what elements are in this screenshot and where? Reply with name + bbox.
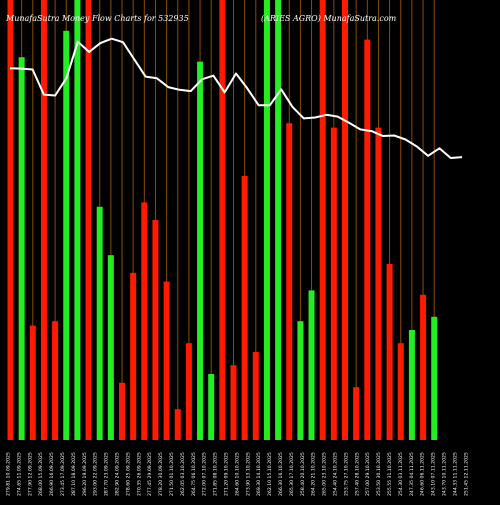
x-tick-labels: 279.81 10.09.2025 274.65 11.09.2025 277.90… bbox=[6, 452, 470, 496]
money-flow-bar bbox=[353, 387, 360, 440]
x-tick-label: 251.45 12.11.2025 bbox=[463, 452, 469, 496]
money-flow-bar bbox=[308, 290, 315, 440]
money-flow-bar bbox=[163, 281, 170, 440]
x-tick-label: 265.30 17.10.2025 bbox=[289, 452, 295, 496]
x-tick-label: 271.20 09.10.2025 bbox=[224, 452, 230, 496]
x-tick-label: 296.20 19.09.2025 bbox=[82, 452, 88, 496]
money-flow-bar bbox=[107, 255, 114, 440]
money-flow-bar bbox=[397, 343, 404, 440]
x-tick-label: 264.60 10.10.2025 bbox=[234, 452, 240, 496]
money-flow-line-group bbox=[9, 37, 463, 159]
money-flow-bar bbox=[275, 0, 282, 440]
money-flow-bar bbox=[152, 220, 159, 440]
x-tick-label: 293.00 22.09.2025 bbox=[93, 452, 99, 496]
money-flow-bar bbox=[375, 127, 382, 440]
money-flow-bar bbox=[230, 365, 237, 440]
x-tick-label: 262.10 15.10.2025 bbox=[267, 452, 273, 496]
money-flow-bar bbox=[18, 57, 25, 440]
money-flow-bar bbox=[96, 206, 103, 440]
money-flow-bar bbox=[219, 0, 226, 440]
x-tick-label: 253.50 30.10.2025 bbox=[376, 452, 382, 496]
money-flow-bar bbox=[252, 352, 259, 440]
money-flow-line bbox=[9, 37, 463, 159]
x-tick-label: 257.40 28.10.2025 bbox=[354, 452, 360, 496]
money-flow-bar bbox=[197, 61, 204, 440]
chart-title-right: (ARIES AGRO) MunafaSutra.com bbox=[261, 14, 397, 23]
x-tick-label: 247.35 04.11.2025 bbox=[409, 452, 415, 496]
money-flow-bar bbox=[286, 123, 293, 440]
x-tick-label: 264.20 21.10.2025 bbox=[311, 452, 317, 496]
x-tick-label: 277.45 29.09.2025 bbox=[147, 452, 153, 496]
x-tick-label: 271.50 01.10.2025 bbox=[169, 452, 175, 496]
money-flow-bar bbox=[330, 127, 337, 440]
money-flow-bar bbox=[420, 294, 427, 440]
x-tick-label: 282.90 24.09.2025 bbox=[115, 452, 121, 496]
x-tick-label: 279.81 10.09.2025 bbox=[6, 452, 12, 496]
bars bbox=[7, 0, 438, 441]
x-tick-label: 277.90 12.09.2025 bbox=[27, 452, 33, 496]
money-flow-bar bbox=[63, 30, 70, 441]
money-flow-bar bbox=[174, 409, 181, 440]
money-flow-bar bbox=[208, 374, 215, 440]
x-tick-label: 287.10 18.09.2025 bbox=[71, 452, 77, 496]
x-tick-label: 273.90 13.10.2025 bbox=[245, 452, 251, 496]
money-flow-bar bbox=[342, 0, 348, 440]
x-tick-label: 287.70 23.09.2025 bbox=[104, 452, 110, 496]
x-tick-label: 272.00 07.10.2025 bbox=[202, 452, 208, 496]
money-flow-bar bbox=[7, 0, 14, 440]
x-tick-label: 268.00 15.09.2025 bbox=[38, 452, 44, 496]
x-tick-label: 246.60 06.11.2025 bbox=[420, 452, 426, 496]
money-flow-bar bbox=[319, 0, 326, 440]
money-flow-bar bbox=[241, 176, 248, 440]
money-flow-bar bbox=[74, 0, 81, 440]
x-tick-label: 255.55 31.10.2025 bbox=[387, 452, 393, 496]
money-flow-bar bbox=[52, 321, 59, 440]
money-flow-bar bbox=[386, 264, 393, 440]
money-flow-bar bbox=[408, 330, 415, 440]
money-flow-bar bbox=[141, 202, 148, 440]
x-tick-label: 264.75 06.10.2025 bbox=[191, 452, 197, 496]
x-tick-label: 258.40 20.10.2025 bbox=[300, 452, 306, 496]
x-tick-label: 243.70 10.11.2025 bbox=[442, 452, 448, 496]
x-tick-label: 278.60 25.09.2025 bbox=[125, 452, 131, 496]
x-tick-label: 273.45 17.09.2025 bbox=[60, 452, 66, 496]
money-flow-bar bbox=[431, 316, 438, 440]
x-tick-label: 253.75 27.10.2025 bbox=[343, 452, 349, 496]
x-tick-label: 262.05 03.10.2025 bbox=[180, 452, 186, 496]
chart-title-left: MunafaSutra Money Flow Charts for 532935 bbox=[5, 14, 189, 23]
x-tick-label: 254.40 24.10.2025 bbox=[333, 452, 339, 496]
money-flow-bar bbox=[29, 325, 36, 440]
money-flow-bar bbox=[40, 0, 47, 440]
x-tick-label: 265.00 23.10.2025 bbox=[322, 452, 328, 496]
x-tick-label: 270.35 26.09.2025 bbox=[136, 452, 142, 496]
money-flow-bar bbox=[297, 321, 304, 440]
x-tick-label: 244.33 11.11.2025 bbox=[452, 452, 458, 496]
x-tick-label: 243.10 07.11.2025 bbox=[431, 452, 437, 496]
x-tick-label: 269.30 14.10.2025 bbox=[256, 452, 262, 496]
x-tick-label: 271.85 08.10.2025 bbox=[213, 452, 219, 496]
money-flow-bar bbox=[85, 0, 92, 440]
money-flow-bar bbox=[263, 0, 270, 440]
x-tick-label: 266.90 16.09.2025 bbox=[49, 452, 55, 496]
x-tick-label: 254.30 03.11.2025 bbox=[398, 452, 404, 496]
x-tick-label: 274.65 11.09.2025 bbox=[16, 452, 22, 496]
money-flow-bar bbox=[119, 382, 125, 440]
x-tick-label: 278.20 30.09.2025 bbox=[158, 452, 164, 496]
money-flow-bar bbox=[364, 39, 371, 440]
x-tick-label: 257.00 29.10.2025 bbox=[365, 452, 371, 496]
money-flow-bar bbox=[185, 343, 192, 440]
money-flow-bar bbox=[130, 272, 137, 440]
x-tick-label: 266.30 16.10.2025 bbox=[278, 452, 284, 496]
